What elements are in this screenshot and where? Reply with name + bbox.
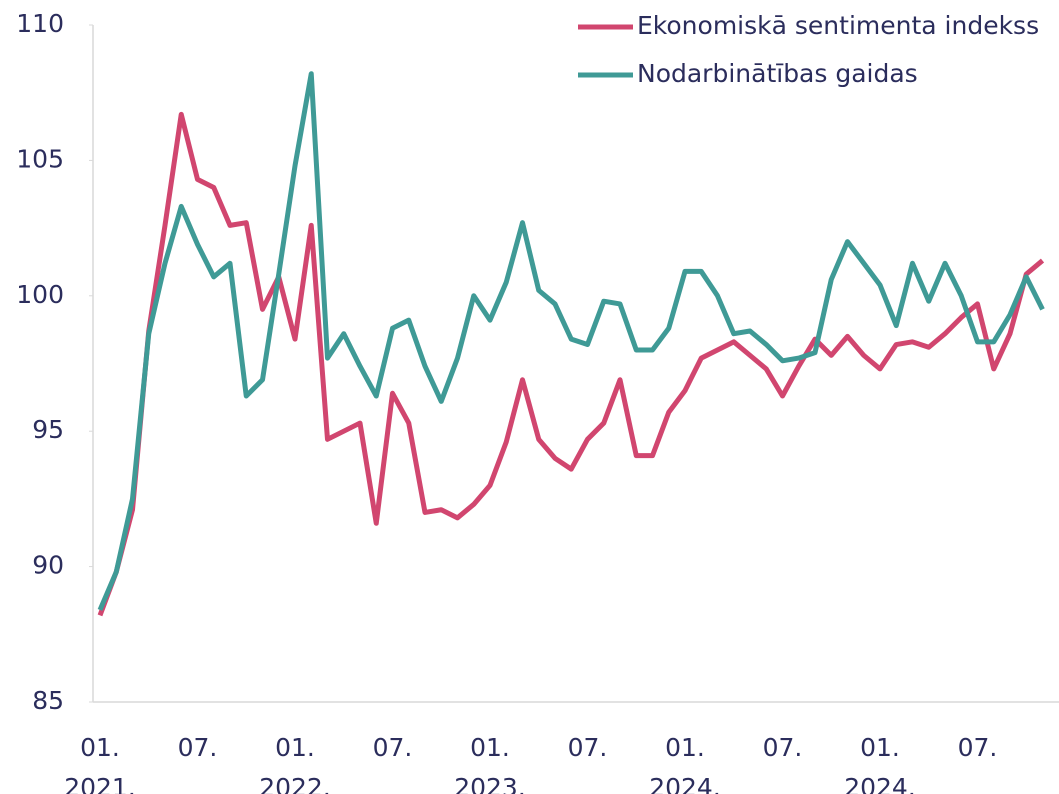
y-tick-label: 100 — [16, 280, 64, 309]
legend-label: Nodarbinātības gaidas — [637, 59, 918, 88]
y-tick-label: 85 — [32, 686, 64, 715]
legend-label: Ekonomiskā sentimenta indekss — [637, 11, 1039, 40]
y-tick-label: 110 — [16, 9, 64, 38]
series-line — [97, 111, 1045, 617]
x-tick-label: 07. — [372, 733, 413, 762]
x-tick-label: 07. — [957, 733, 998, 762]
x-tick-label: 01. 2024. — [649, 733, 721, 794]
y-tick-label: 90 — [32, 551, 64, 580]
x-tick-label: 01. 2021. — [64, 733, 136, 794]
x-tick-label: 01. 2022. — [259, 733, 331, 794]
y-tick-label: 105 — [16, 144, 64, 173]
x-tick-label: 01. 2023. — [454, 733, 526, 794]
x-tick-label: 07. — [762, 733, 803, 762]
x-tick-label: 07. — [177, 733, 218, 762]
series-line — [97, 71, 1045, 611]
x-tick-label: 01. 2024. — [844, 733, 916, 794]
x-tick-label: 07. — [567, 733, 608, 762]
y-tick-label: 95 — [32, 415, 64, 444]
